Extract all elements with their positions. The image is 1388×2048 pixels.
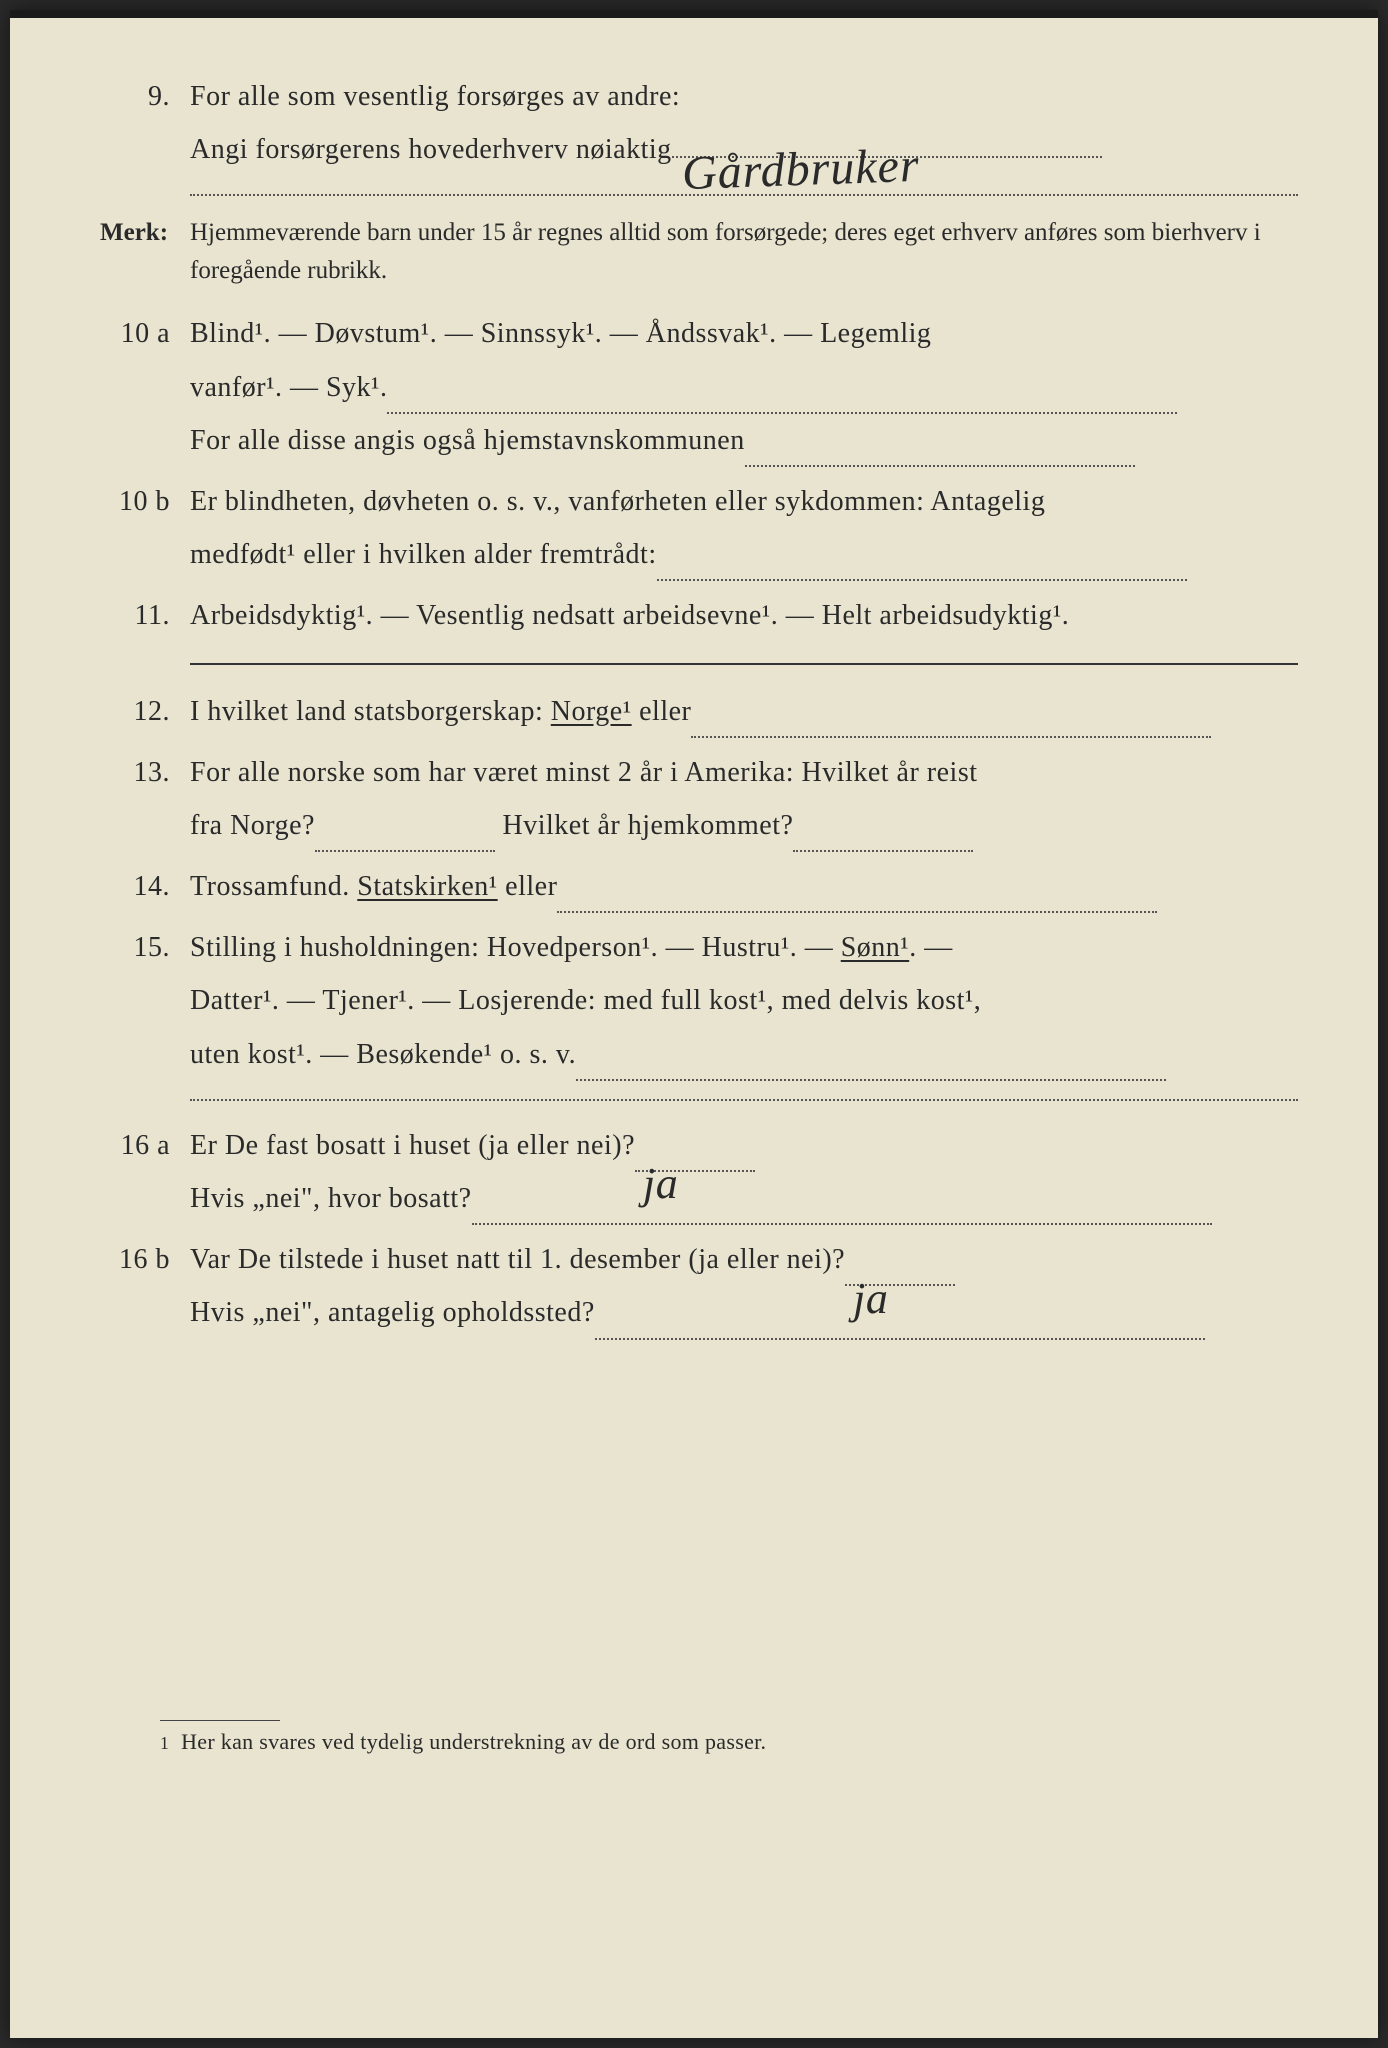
q14-option-statskirken: Statskirken¹ [357, 871, 497, 902]
question-9: 9. For alle som vesentlig forsørges av a… [100, 70, 1298, 176]
question-10b: 10 b Er blindheten, døvheten o. s. v., v… [100, 475, 1298, 581]
question-14: 14. Trossamfund. Statskirken¹ eller [100, 860, 1298, 913]
q12-option-norge: Norge¹ [551, 696, 632, 727]
q16b-content: Var De tilstede i huset natt til 1. dese… [190, 1233, 1298, 1339]
q16a-line2-pre: Hvis „nei", hvor bosatt? [190, 1183, 472, 1214]
question-16b: 16 b Var De tilstede i huset natt til 1.… [100, 1233, 1298, 1339]
q10b-line2-fill [657, 548, 1187, 582]
q15-line2: Datter¹. — Tjener¹. — Losjerende: med fu… [190, 974, 1298, 1027]
q10a-content: Blind¹. — Døvstum¹. — Sinnssyk¹. — Åndss… [190, 307, 1298, 467]
question-10a: 10 a Blind¹. — Døvstum¹. — Sinnssyk¹. — … [100, 307, 1298, 467]
q10b-line2-pre: medfødt¹ eller i hvilken alder fremtrådt… [190, 539, 657, 570]
q10a-line3: For alle disse angis også hjemstavnskomm… [190, 414, 1298, 467]
q9-answer-handwritten: Gårdbruker [680, 120, 921, 219]
q9-line1: For alle som vesentlig forsørges av andr… [190, 70, 1298, 123]
q12-number: 12. [100, 685, 190, 738]
q13-line2a: fra Norge? [190, 810, 315, 841]
q10a-line3-pre: For alle disse angis også hjemstavnskomm… [190, 425, 745, 456]
q15-content: Stilling i husholdningen: Hovedperson¹. … [190, 921, 1298, 1081]
q14-post: eller [498, 871, 558, 902]
q11-text: Arbeidsdyktig¹. — Vesentlig nedsatt arbe… [190, 589, 1298, 642]
separator-dotted-2 [190, 1099, 1298, 1101]
question-13: 13. For alle norske som har været minst … [100, 746, 1298, 852]
census-form-page: 9. For alle som vesentlig forsørges av a… [10, 10, 1378, 2038]
q16b-answer-field: ja [845, 1253, 955, 1287]
q10b-content: Er blindheten, døvheten o. s. v., vanfør… [190, 475, 1298, 581]
q15-line1-post: . — [909, 932, 953, 963]
q13-fill2 [793, 818, 973, 852]
q16b-number: 16 b [100, 1233, 190, 1339]
q16a-fill [472, 1192, 1212, 1226]
q10a-line2-pre: vanfør¹. — Syk¹. [190, 372, 387, 403]
q13-fill1 [315, 818, 495, 852]
question-12: 12. I hvilket land statsborgerskap: Norg… [100, 685, 1298, 738]
q13-line2: fra Norge? Hvilket år hjemkommet? [190, 799, 1298, 852]
q16a-line2: Hvis „nei", hvor bosatt? [190, 1172, 1298, 1225]
merk-text: Hjemmeværende barn under 15 år regnes al… [190, 214, 1298, 289]
q15-line1-pre: Stilling i husholdningen: Hovedperson¹. … [190, 932, 841, 963]
q9-line2-pre: Angi forsørgerens hovederhverv nøiaktig [190, 134, 672, 165]
q16a-content: Er De fast bosatt i huset (ja eller nei)… [190, 1119, 1298, 1225]
q9-line2: Angi forsørgerens hovederhverv nøiaktigG… [190, 123, 1298, 176]
q16b-line1: Var De tilstede i huset natt til 1. dese… [190, 1233, 1298, 1286]
q10b-line2: medfødt¹ eller i hvilken alder fremtrådt… [190, 528, 1298, 581]
separator-solid-1 [190, 663, 1298, 665]
q13-line1: For alle norske som har været minst 2 år… [190, 746, 1298, 799]
q14-number: 14. [100, 860, 190, 913]
footnote: 1 Her kan svares ved tydelig understrekni… [160, 1729, 1298, 1755]
q10a-line3-fill [745, 433, 1135, 467]
q16b-line2-pre: Hvis „nei", antagelig opholdssted? [190, 1297, 595, 1328]
question-16a: 16 a Er De fast bosatt i huset (ja eller… [100, 1119, 1298, 1225]
q16b-line1-pre: Var De tilstede i huset natt til 1. dese… [190, 1244, 845, 1275]
footnote-rule [160, 1720, 280, 1721]
question-11: 11. Arbeidsdyktig¹. — Vesentlig nedsatt … [100, 589, 1298, 642]
footnote-text: Her kan svares ved tydelig understreknin… [181, 1729, 766, 1754]
q16a-answer-field: ja [635, 1138, 755, 1172]
question-15: 15. Stilling i husholdningen: Hovedperso… [100, 921, 1298, 1081]
merk-note: Merk: Hjemmeværende barn under 15 år reg… [100, 214, 1298, 289]
q12-content: I hvilket land statsborgerskap: Norge¹ e… [190, 685, 1298, 738]
q10a-line2-fill [387, 380, 1177, 414]
q15-line3-pre: uten kost¹. — Besøkende¹ o. s. v. [190, 1039, 576, 1070]
q14-pre: Trossamfund. [190, 871, 357, 902]
q11-number: 11. [100, 589, 190, 642]
q16b-line2: Hvis „nei", antagelig opholdssted? [190, 1286, 1298, 1339]
q9-content: For alle som vesentlig forsørges av andr… [190, 70, 1298, 176]
q15-option-sonn: Sønn¹ [841, 932, 909, 963]
q12-pre: I hvilket land statsborgerskap: [190, 696, 551, 727]
q13-line2b: Hvilket år hjemkommet? [495, 810, 793, 841]
q16b-answer-handwritten: ja [853, 1274, 888, 1323]
q10a-number: 10 a [100, 307, 190, 467]
q16b-fill [595, 1306, 1205, 1340]
q14-content: Trossamfund. Statskirken¹ eller [190, 860, 1298, 913]
q13-number: 13. [100, 746, 190, 852]
q15-number: 15. [100, 921, 190, 1081]
q12-post: eller [632, 696, 692, 727]
merk-label: Merk: [100, 214, 190, 289]
q14-fill [557, 880, 1157, 914]
q10a-line2: vanfør¹. — Syk¹. [190, 361, 1298, 414]
q10b-line1: Er blindheten, døvheten o. s. v., vanfør… [190, 475, 1298, 528]
q16a-line1-pre: Er De fast bosatt i huset (ja eller nei)… [190, 1130, 635, 1161]
q15-fill [576, 1047, 1166, 1081]
q13-content: For alle norske som har været minst 2 år… [190, 746, 1298, 852]
q12-fill [691, 704, 1211, 738]
footnote-number: 1 [160, 1733, 169, 1753]
q9-number: 9. [100, 70, 190, 176]
q16a-line1: Er De fast bosatt i huset (ja eller nei)… [190, 1119, 1298, 1172]
q16a-answer-handwritten: ja [643, 1159, 678, 1208]
q10a-line1: Blind¹. — Døvstum¹. — Sinnssyk¹. — Åndss… [190, 307, 1298, 360]
q16a-number: 16 a [100, 1119, 190, 1225]
q10b-number: 10 b [100, 475, 190, 581]
q9-answer-field: Gårdbruker [672, 156, 1102, 158]
q15-line3: uten kost¹. — Besøkende¹ o. s. v. [190, 1028, 1298, 1081]
q15-line1: Stilling i husholdningen: Hovedperson¹. … [190, 921, 1298, 974]
